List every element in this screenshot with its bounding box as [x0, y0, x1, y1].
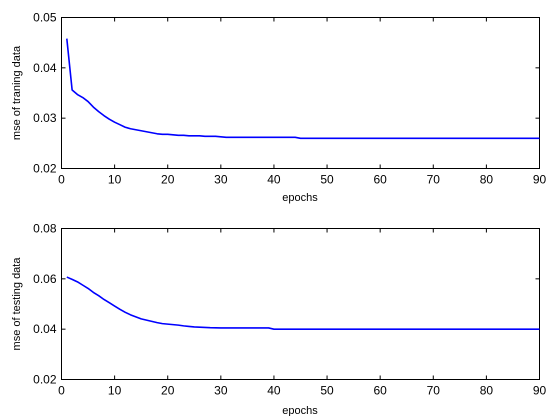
y-ticks: 0.02 0.04 0.06 0.08: [33, 222, 540, 387]
y-tick-label: 0.03: [33, 111, 57, 125]
x-tick-label: 50: [320, 384, 334, 398]
y-tick-label: 0.08: [33, 222, 57, 236]
x-tick-label: 40: [267, 173, 281, 187]
y-ticks: 0.02 0.03 0.04 0.05: [33, 11, 540, 176]
x-tick-label: 40: [267, 384, 281, 398]
y-tick-label: 0.04: [33, 322, 57, 336]
x-tick-label: 10: [108, 173, 122, 187]
y-tick-label: 0.05: [33, 11, 57, 25]
x-axis-label: epochs: [282, 405, 318, 416]
x-tick-label: 0: [58, 173, 65, 187]
x-tick-label: 80: [480, 384, 494, 398]
y-axis-label: mse of testing data: [11, 257, 23, 351]
x-tick-label: 50: [320, 173, 334, 187]
x-tick-label: 30: [214, 173, 228, 187]
training-mse-line: [66, 38, 540, 140]
y-tick-label: 0.06: [33, 272, 57, 286]
y-tick-label: 0.02: [33, 162, 57, 176]
training-mse-plot: 0 10 20 30 40 50 60 70 80 90 0.02 0.03 0.04 0.05 epo…: [11, 11, 546, 205]
x-tick-label: 70: [427, 173, 441, 187]
x-tick-label: 30: [214, 384, 228, 398]
x-axis-label: epochs: [282, 192, 318, 204]
x-ticks: 0 10 20 30 40 50 60 70 80 90: [58, 17, 547, 187]
x-tick-label: 80: [480, 173, 494, 187]
x-ticks: 0 10 20 30 40 50 60 70 80 90: [58, 228, 547, 398]
x-tick-label: 70: [427, 384, 441, 398]
x-tick-label: 20: [161, 384, 175, 398]
testing-mse-line: [66, 276, 540, 330]
y-tick-label: 0.02: [33, 373, 57, 387]
x-tick-label: 0: [58, 384, 65, 398]
y-tick-label: 0.04: [33, 61, 57, 75]
x-tick-label: 20: [161, 173, 175, 187]
x-tick-label: 60: [373, 384, 387, 398]
x-tick-label: 60: [373, 173, 387, 187]
plot-area: [61, 17, 540, 169]
plot-area: [61, 228, 540, 380]
x-tick-label: 90: [533, 384, 547, 398]
x-tick-label: 90: [533, 173, 547, 187]
x-tick-label: 10: [108, 384, 122, 398]
testing-mse-plot: 0 10 20 30 40 50 60 70 80 90 0.02 0.04 0.06 0.08 epo…: [11, 222, 546, 416]
y-axis-label: mse of traning data: [11, 45, 23, 140]
